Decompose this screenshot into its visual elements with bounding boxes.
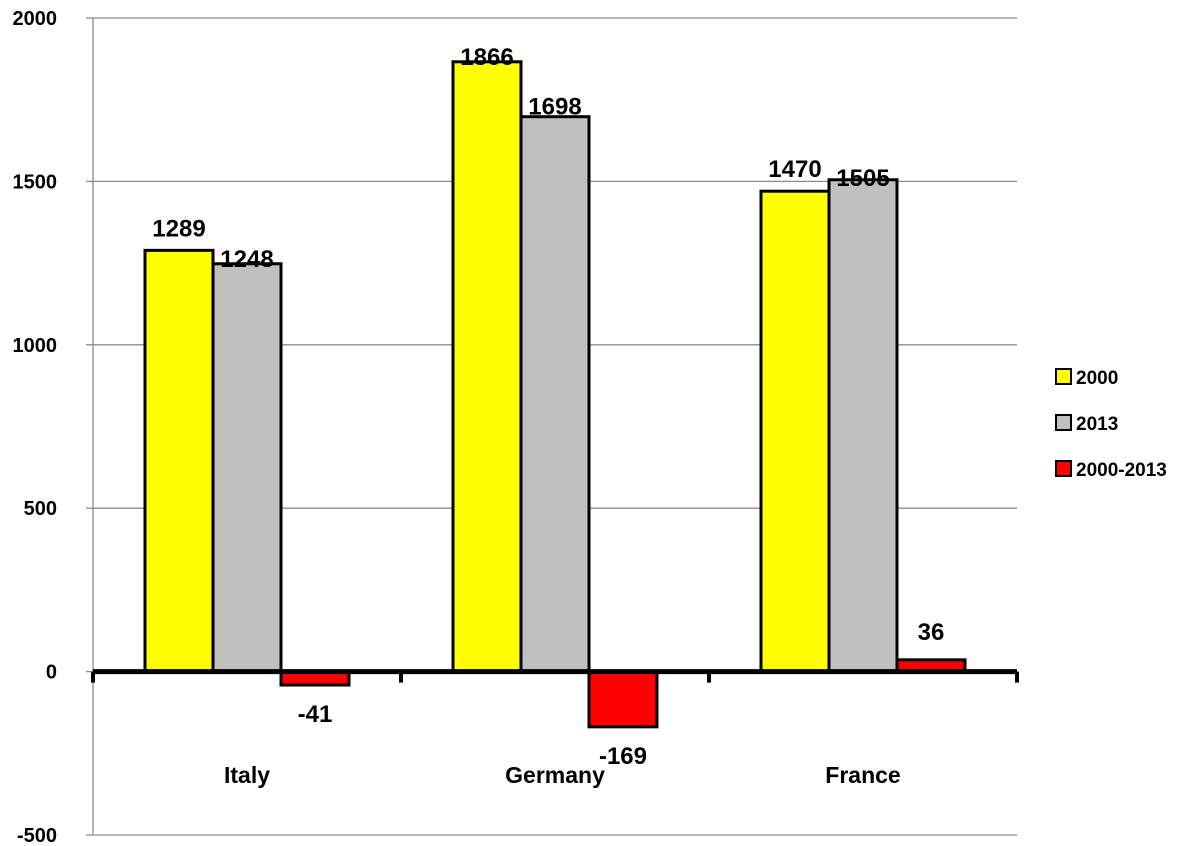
category-labels: Italy Germany France [224, 762, 901, 788]
data-label: 1470 [768, 156, 821, 183]
bars [143, 60, 967, 729]
y-tick-label: 2000 [13, 8, 58, 30]
data-label: 1866 [460, 44, 513, 71]
bar-2013-Italy [211, 262, 283, 674]
bar-2000-2013-Germany [587, 670, 659, 729]
data-label: 1248 [220, 246, 273, 273]
bar-2000-Germany [451, 60, 523, 674]
y-tick-label: 1000 [13, 335, 58, 357]
data-label: -169 [599, 743, 647, 770]
bar-2000-France [759, 189, 831, 674]
data-label: 36 [918, 619, 945, 646]
data-labels: 1289 1866 1470 1248 1698 1505 -41 -169 36 [152, 44, 944, 770]
y-tick-label: 500 [24, 498, 57, 520]
legend: 2000 2013 2000-2013 [1055, 368, 1167, 481]
axes [91, 18, 1019, 835]
y-tick-labels: -500 0 500 1000 1500 2000 [13, 8, 58, 846]
bar-2013-Germany [519, 115, 591, 674]
legend-swatch [1055, 460, 1072, 477]
bar-2000-Italy [143, 248, 215, 674]
legend-label: 2013 [1076, 414, 1118, 435]
y-tick-label: 0 [46, 662, 57, 684]
bar-2013-France [827, 178, 899, 674]
y-tick-label: -500 [17, 825, 57, 846]
category-label: Germany [505, 762, 605, 788]
data-label: 1505 [836, 165, 889, 192]
data-label: -41 [298, 701, 333, 728]
data-label: 1698 [528, 94, 581, 121]
legend-swatch [1055, 414, 1072, 431]
data-label: 1289 [152, 215, 205, 242]
category-label: France [825, 762, 900, 788]
category-label: Italy [224, 762, 270, 788]
y-tick-label: 1500 [13, 171, 58, 193]
legend-label: 2000 [1076, 368, 1118, 389]
legend-swatch [1055, 368, 1072, 385]
legend-label: 2000-2013 [1076, 460, 1167, 481]
